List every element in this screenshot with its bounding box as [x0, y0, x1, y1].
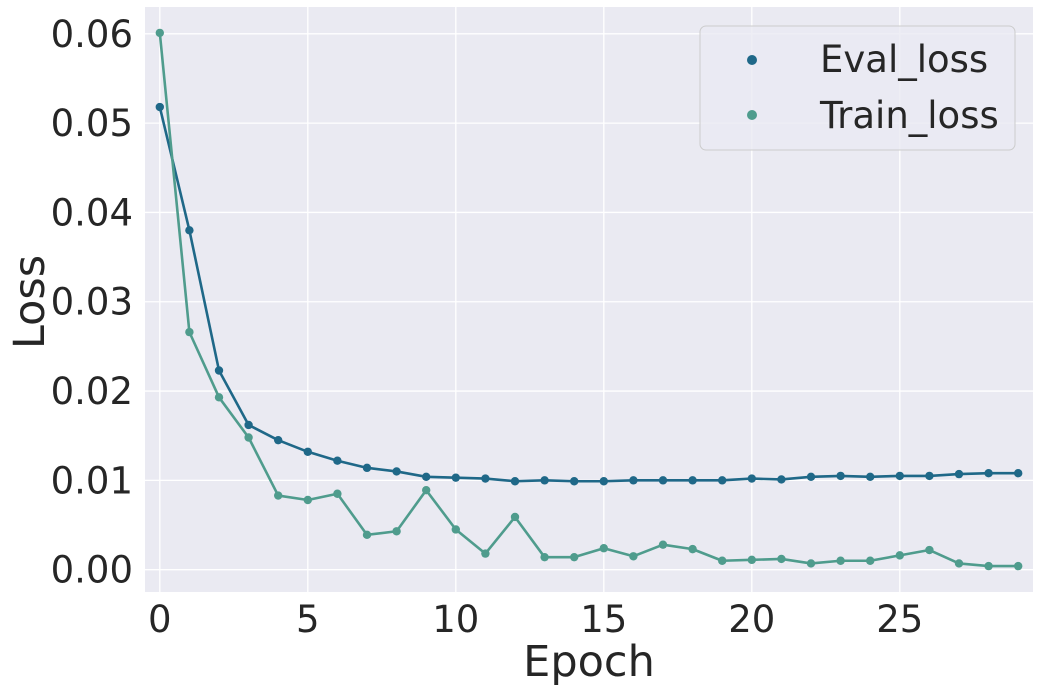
data-point-eval-loss [747, 474, 756, 483]
data-point-eval-loss [806, 472, 816, 481]
data-point-eval-loss [658, 476, 668, 485]
data-point-train-loss [451, 525, 460, 534]
legend-label-train-loss: Train_loss [819, 94, 999, 137]
data-point-eval-loss [333, 456, 342, 465]
data-point-eval-loss [599, 477, 608, 486]
y-tick-label: 0.06 [51, 13, 133, 56]
data-point-eval-loss [688, 476, 697, 485]
data-point-train-loss [155, 28, 164, 38]
series-train-loss [155, 28, 1023, 571]
data-point-train-loss [688, 544, 697, 554]
data-point-train-loss [954, 559, 964, 568]
data-point-eval-loss [451, 473, 460, 482]
data-point-eval-loss [481, 474, 490, 483]
data-point-eval-loss [185, 226, 194, 235]
data-point-eval-loss [836, 471, 845, 481]
data-point-train-loss [777, 554, 786, 564]
data-point-eval-loss [570, 477, 579, 486]
data-point-eval-loss [540, 476, 549, 485]
data-point-train-loss [333, 489, 342, 498]
data-point-train-loss [244, 433, 253, 442]
data-point-train-loss [629, 552, 638, 561]
data-point-eval-loss [1014, 469, 1023, 478]
data-point-eval-loss [866, 472, 875, 481]
data-point-eval-loss [244, 420, 253, 430]
data-point-train-loss [747, 555, 756, 565]
series-line-eval-loss [158, 106, 1019, 483]
data-point-train-loss [718, 556, 727, 565]
data-point-train-loss [984, 561, 993, 571]
data-point-eval-loss [362, 463, 372, 473]
data-point-train-loss [422, 485, 431, 495]
y-tick-labels: 0.00 0.01 0.02 0.03 0.04 0.05 0.06 [51, 13, 133, 592]
data-point-eval-loss [303, 447, 312, 456]
data-point-eval-loss [510, 477, 520, 486]
data-point-train-loss [658, 540, 668, 549]
data-point-eval-loss [777, 475, 786, 484]
data-point-train-loss [303, 495, 312, 505]
data-point-eval-loss [718, 476, 727, 485]
data-point-train-loss [895, 551, 904, 560]
data-point-eval-loss [925, 471, 934, 481]
x-axis-label: Epoch [523, 637, 655, 687]
legend-marker-train-loss [747, 110, 757, 120]
legend-label-eval-loss: Eval_loss [820, 38, 988, 81]
data-point-eval-loss [895, 471, 904, 481]
data-point-train-loss [806, 559, 816, 568]
data-point-train-loss [392, 527, 401, 536]
data-point-train-loss [570, 552, 579, 562]
series-eval-loss [155, 102, 1023, 486]
y-axis-label: Loss [5, 255, 55, 349]
legend: Eval_loss Train_loss [699, 25, 1016, 151]
data-point-train-loss [866, 556, 875, 565]
legend-box [699, 25, 1016, 151]
y-tick-label: 0.00 [51, 549, 133, 592]
data-point-train-loss [481, 549, 490, 558]
x-tick-label: 15 [580, 598, 627, 641]
data-point-eval-loss [274, 435, 283, 445]
data-point-train-loss [362, 530, 372, 540]
data-point-eval-loss [422, 472, 431, 481]
y-tick-label: 0.01 [51, 459, 133, 502]
x-tick-label: 10 [432, 598, 479, 641]
data-point-eval-loss [155, 102, 164, 112]
data-point-train-loss [274, 491, 283, 500]
x-tick-label: 20 [728, 598, 775, 641]
x-tick-label: 5 [296, 598, 320, 641]
series-layer [155, 28, 1023, 571]
data-point-eval-loss [954, 469, 964, 479]
data-point-train-loss [540, 552, 549, 562]
data-point-train-loss [1014, 561, 1023, 571]
data-point-eval-loss [984, 469, 993, 478]
y-tick-label: 0.02 [51, 370, 133, 413]
data-point-train-loss [510, 512, 520, 522]
y-tick-label: 0.03 [51, 281, 133, 324]
data-point-train-loss [185, 327, 194, 337]
x-tick-labels: 0 5 10 15 20 25 [148, 598, 923, 641]
data-point-train-loss [836, 556, 845, 565]
y-tick-label: 0.04 [51, 191, 133, 234]
x-tick-label: 25 [876, 598, 923, 641]
data-point-eval-loss [392, 467, 401, 476]
x-tick-label: 0 [148, 598, 172, 641]
data-point-train-loss [599, 544, 608, 553]
legend-marker-eval-loss [747, 55, 757, 65]
y-tick-label: 0.05 [51, 102, 133, 145]
data-point-eval-loss [629, 476, 638, 485]
series-line-train-loss [158, 32, 1019, 568]
data-point-eval-loss [214, 366, 224, 375]
data-point-train-loss [214, 393, 224, 402]
data-point-train-loss [925, 545, 934, 555]
